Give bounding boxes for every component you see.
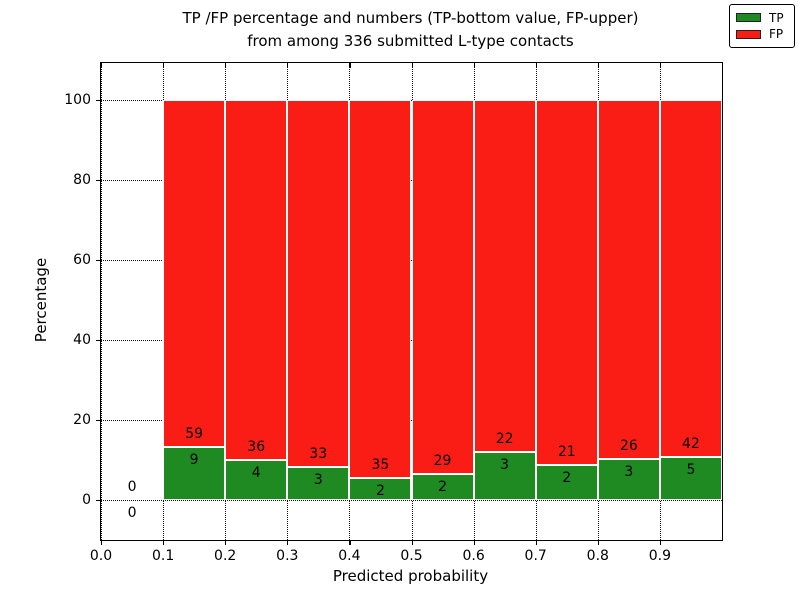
tp-count-label: 9 (189, 452, 199, 469)
fp-count-label: 21 (557, 444, 576, 461)
x-tick-mark-top (225, 63, 227, 68)
legend-item-tp: TP (736, 12, 794, 24)
bar-segment-tp (163, 447, 226, 500)
x-tick-label: 0.7 (524, 548, 547, 564)
fp-count-label: 33 (309, 445, 328, 462)
bar-segment-fp (349, 100, 412, 479)
chart-title-line1: TP /FP percentage and numbers (TP-bottom… (182, 9, 639, 27)
x-tick-mark-top (411, 63, 413, 68)
x-axis-label: Predicted probability (332, 567, 489, 585)
bar-segment-tp (597, 458, 660, 500)
x-tick-mark-top (287, 63, 289, 68)
y-tick-mark (96, 500, 101, 502)
tp-count-label: 2 (562, 470, 572, 487)
chart-title-line2: from among 336 submitted L-type contacts (247, 32, 574, 50)
x-tick-mark (101, 540, 103, 545)
legend-label-tp: TP (769, 10, 784, 25)
x-tick-label: 0.8 (586, 548, 609, 564)
y-tick-label: 60 (73, 252, 91, 268)
legend: TP FP (729, 4, 795, 48)
x-tick-mark (659, 540, 662, 545)
fp-count-label: 26 (619, 437, 638, 454)
x-tick-mark (473, 540, 475, 545)
bar-segment-fp (535, 100, 598, 466)
x-tick-mark-top (597, 63, 599, 68)
x-tick-label: 0.1 (151, 548, 175, 564)
tp-count-label: 4 (251, 465, 261, 481)
x-tick-mark-top (659, 63, 662, 68)
bar-segment-fp (163, 100, 226, 448)
y-tick-label: 0 (82, 492, 91, 508)
plot-area: 0 0 59 9 36 4 33 3 35 2 29 2 22 3 21 2 26 3 42 5 0.0 0.1 0.2 0.… (64, 62, 723, 564)
tp-count-label: 3 (500, 457, 510, 473)
tp-count-label: 3 (313, 471, 323, 488)
fp-count-label: 22 (495, 431, 514, 447)
bar-segment-fp (225, 100, 288, 460)
tp-count-label: 3 (624, 463, 634, 480)
bar-segment-fp (473, 100, 536, 452)
x-tick-label: 0.9 (648, 548, 672, 564)
x-tick-label: 0.0 (89, 548, 113, 564)
y-tick-mark (96, 180, 101, 182)
fp-count-label: 36 (247, 439, 266, 455)
x-tick-label: 0.4 (338, 548, 361, 564)
fp-count-label: 59 (185, 426, 204, 443)
fp-swatch-icon (736, 29, 761, 39)
bar-segment-tp (349, 478, 412, 500)
y-tick-label: 40 (73, 332, 91, 348)
bar-segment-tp (473, 452, 536, 500)
fp-count-label: 0 (127, 479, 137, 495)
y-axis-label: Percentage (32, 257, 50, 343)
x-tick-mark (163, 540, 165, 545)
fp-count-label: 42 (682, 436, 700, 453)
bar-segment-fp (411, 100, 474, 475)
y-tick-mark (96, 100, 101, 102)
fp-count-label: 29 (433, 453, 452, 470)
y-tick-mark (96, 420, 101, 422)
x-tick-label: 0.2 (214, 548, 237, 564)
x-tick-mark-top (101, 63, 103, 68)
x-tick-mark-top (349, 63, 351, 68)
bar-segment-tp (659, 457, 722, 500)
x-tick-label: 0.3 (276, 548, 299, 564)
x-tick-mark (349, 540, 351, 545)
x-tick-label: 0.6 (462, 548, 485, 564)
tp-count-label: 2 (375, 483, 385, 500)
y-tick-mark (96, 260, 101, 262)
y-tick-label: 80 (73, 172, 91, 188)
y-tick-mark (96, 340, 101, 342)
legend-label-fp: FP (769, 27, 784, 42)
x-tick-mark (287, 540, 289, 545)
tp-count-label: 2 (438, 479, 448, 496)
bar-segment-tp (535, 465, 598, 500)
tp-swatch-icon (736, 13, 761, 23)
x-tick-mark (535, 540, 537, 545)
bar-segment-fp (597, 100, 660, 459)
tp-count-label: 5 (686, 462, 696, 479)
fp-count-label: 35 (371, 457, 390, 474)
x-tick-mark-top (535, 63, 537, 68)
x-tick-mark (225, 540, 227, 545)
x-tick-mark-top (163, 63, 165, 68)
v-gridline (101, 63, 102, 540)
y-tick-label: 100 (64, 92, 91, 108)
bar-segment-tp (287, 466, 350, 500)
legend-item-fp: FP (736, 28, 794, 40)
x-tick-label: 0.5 (400, 548, 423, 564)
x-tick-mark (597, 540, 599, 545)
x-tick-mark-top (473, 63, 475, 68)
x-tick-mark (411, 540, 413, 545)
bar-segment-fp (659, 100, 722, 458)
tp-count-label: 0 (127, 505, 137, 521)
bar-segment-fp (287, 100, 350, 467)
bar-segment-tp (411, 474, 474, 500)
bar-segment-tp (225, 460, 288, 500)
y-tick-label: 20 (73, 412, 91, 428)
